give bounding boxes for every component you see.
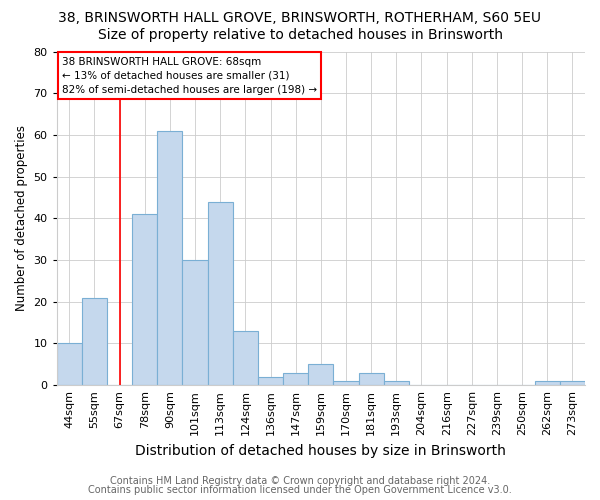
Bar xyxy=(283,372,308,385)
Text: Contains HM Land Registry data © Crown copyright and database right 2024.: Contains HM Land Registry data © Crown c… xyxy=(110,476,490,486)
Bar xyxy=(233,331,258,385)
Bar xyxy=(258,377,283,385)
Bar xyxy=(182,260,208,385)
Bar xyxy=(308,364,334,385)
Bar xyxy=(132,214,157,385)
Y-axis label: Number of detached properties: Number of detached properties xyxy=(15,126,28,312)
Bar xyxy=(334,381,359,385)
Bar xyxy=(157,130,182,385)
Text: 38 BRINSWORTH HALL GROVE: 68sqm
← 13% of detached houses are smaller (31)
82% of: 38 BRINSWORTH HALL GROVE: 68sqm ← 13% of… xyxy=(62,56,317,94)
X-axis label: Distribution of detached houses by size in Brinsworth: Distribution of detached houses by size … xyxy=(136,444,506,458)
Text: Size of property relative to detached houses in Brinsworth: Size of property relative to detached ho… xyxy=(97,28,503,42)
Text: 38, BRINSWORTH HALL GROVE, BRINSWORTH, ROTHERHAM, S60 5EU: 38, BRINSWORTH HALL GROVE, BRINSWORTH, R… xyxy=(59,11,542,25)
Bar xyxy=(560,381,585,385)
Bar xyxy=(535,381,560,385)
Text: Contains public sector information licensed under the Open Government Licence v3: Contains public sector information licen… xyxy=(88,485,512,495)
Bar xyxy=(208,202,233,385)
Bar xyxy=(57,344,82,385)
Bar xyxy=(359,372,384,385)
Bar xyxy=(82,298,107,385)
Bar xyxy=(384,381,409,385)
